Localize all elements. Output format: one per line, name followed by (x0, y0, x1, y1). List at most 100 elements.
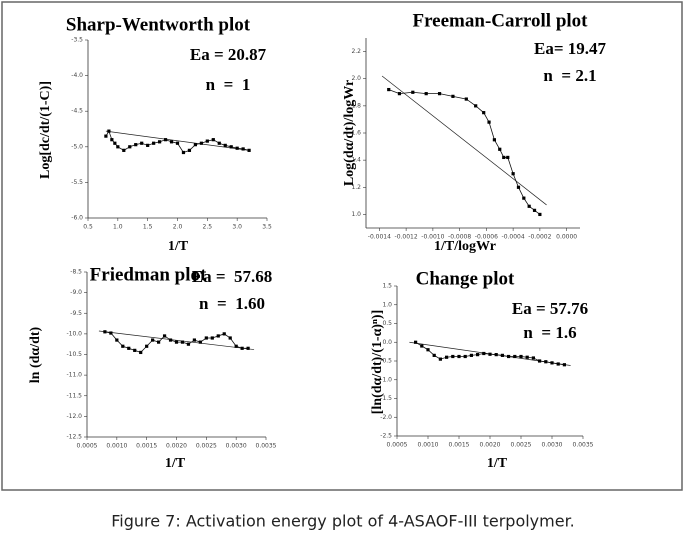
data-point (544, 360, 548, 364)
data-point (216, 334, 220, 338)
data-point (122, 148, 126, 152)
y-tick-label: -0.5 (380, 358, 392, 365)
annotation: n = 1.6 (523, 323, 576, 342)
data-point (145, 344, 149, 348)
y-tick-label: -10.0 (66, 330, 82, 337)
data-point (513, 354, 517, 359)
data-point (116, 145, 120, 149)
data-point (511, 172, 515, 176)
x-tick-label: 0.0005 (77, 443, 98, 450)
x-tick-label: 1.0 (113, 224, 123, 231)
data-point (103, 330, 107, 334)
data-point (128, 145, 132, 149)
x-tick-label: 0.0025 (511, 442, 532, 449)
x-tick-label: 0.0035 (573, 442, 594, 449)
data-point (500, 353, 504, 357)
data-point (451, 94, 455, 98)
x-tick-label: -0.0006 (475, 234, 498, 241)
data-point (532, 208, 537, 212)
fit-line (381, 75, 547, 206)
y-tick-label: 1.4 (351, 157, 361, 164)
data-point (110, 138, 114, 142)
data-point (234, 344, 238, 348)
data-point (162, 334, 167, 338)
data-point (199, 141, 203, 145)
annotation: Ea = 57.76 (512, 299, 588, 318)
x-tick-label: 0.0005 (387, 442, 408, 449)
data-point (109, 331, 113, 335)
x-tick-label: 2.5 (203, 224, 213, 231)
data-point (506, 155, 510, 160)
data-point (181, 150, 186, 155)
data-point (187, 148, 192, 152)
data-point (464, 97, 468, 101)
data-point (387, 87, 391, 92)
y-tick-label: 0.0 (382, 339, 392, 346)
data-point (411, 90, 415, 94)
data-point (217, 141, 221, 145)
x-tick-label: 3.5 (262, 224, 272, 231)
x-tick-label: -0.0002 (528, 234, 551, 241)
y-tick-label: 2.0 (351, 75, 361, 82)
data-point (538, 212, 542, 217)
data-point (121, 344, 125, 348)
data-point (492, 138, 496, 142)
data-point (107, 129, 111, 133)
chart-title: Change plot (416, 268, 515, 289)
data-point (158, 140, 162, 144)
y-tick-label: 1.6 (351, 130, 361, 137)
y-tick-label: -3.5 (71, 37, 83, 44)
data-point (205, 139, 209, 143)
x-tick-label: 0.0035 (256, 443, 277, 450)
data-point (151, 338, 155, 342)
data-point (175, 141, 180, 145)
data-point (235, 146, 239, 150)
data-point (180, 340, 185, 344)
y-tick-label: -5.5 (71, 179, 83, 186)
y-tick-label: -4.0 (71, 72, 83, 79)
data-point (222, 332, 226, 336)
x-tick-label: 0.0015 (449, 442, 470, 449)
x-tick-label: 0.0030 (542, 442, 563, 449)
chart-title: Sharp-Wentworth plot (66, 14, 251, 35)
data-point (228, 336, 232, 340)
y-tick-label: 2.2 (351, 48, 361, 55)
x-tick-label: -0.0004 (502, 234, 525, 241)
data-point (556, 362, 560, 366)
x-tick-label: 0.0000 (556, 234, 577, 241)
x-tick-label: 0.5 (83, 224, 93, 231)
y-axis-label: Log(dα/dt)/logWr (342, 80, 357, 186)
y-tick-label: -6.0 (71, 215, 83, 222)
data-point (482, 351, 486, 356)
data-point (115, 338, 119, 342)
chart-title: Friedman plot (90, 264, 207, 285)
data-point (487, 120, 491, 124)
x-axis-label: 1/T (487, 456, 508, 471)
x-tick-label: 0.0010 (418, 442, 439, 449)
x-tick-label: 2.0 (173, 224, 183, 231)
data-point (211, 138, 215, 142)
data-point (488, 352, 492, 356)
data-point (457, 354, 461, 359)
annotation: Ea = 20.87 (190, 45, 267, 64)
data-point (146, 143, 150, 147)
data-point (562, 363, 566, 367)
data-point (438, 357, 442, 361)
data-point (198, 340, 202, 344)
chart-title: Freeman-Carroll plot (412, 10, 588, 31)
x-axis-label: 1/T (168, 239, 189, 254)
y-tick-label: -11.5 (66, 392, 82, 399)
x-tick-label: -0.0012 (395, 234, 418, 241)
x-tick-label: 1.5 (143, 224, 153, 231)
data-point (174, 340, 179, 344)
y-tick-label: -5.0 (71, 143, 83, 150)
x-axis-label: 1/T/logWr (434, 239, 496, 254)
y-tick-label: -11.0 (66, 372, 82, 379)
data-point (240, 346, 244, 350)
data-point (507, 354, 511, 359)
data-point (186, 342, 191, 346)
data-point (246, 346, 250, 350)
data-point (531, 356, 535, 360)
data-point (525, 355, 529, 359)
